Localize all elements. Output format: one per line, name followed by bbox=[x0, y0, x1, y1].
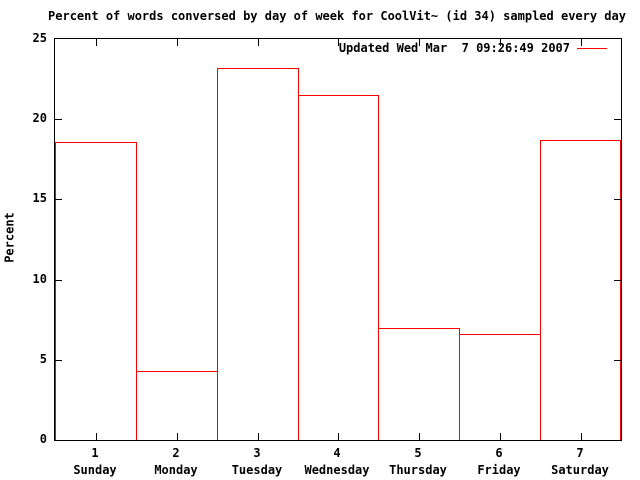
ticks-layer bbox=[55, 39, 621, 440]
x-tick-dayname: Friday bbox=[477, 463, 521, 477]
x-tick-number: 3 bbox=[253, 446, 261, 460]
axis-tick bbox=[55, 360, 62, 361]
bar-sunday bbox=[55, 142, 137, 440]
y-tick-label: 10 bbox=[32, 272, 47, 286]
y-tick-label: 15 bbox=[32, 191, 47, 205]
axis-tick bbox=[55, 119, 62, 120]
y-tick-label: 5 bbox=[39, 352, 47, 366]
axis-tick bbox=[96, 39, 97, 46]
axis-tick bbox=[258, 39, 259, 46]
axis-tick bbox=[55, 280, 62, 281]
y-tick-label: 0 bbox=[39, 432, 47, 446]
axis-tick bbox=[258, 433, 259, 440]
legend: Updated Wed Mar 7 09:26:49 2007 bbox=[339, 41, 607, 56]
axis-tick bbox=[177, 39, 178, 46]
axis-tick bbox=[581, 39, 582, 46]
axis-tick bbox=[614, 360, 621, 361]
axis-tick bbox=[338, 433, 339, 440]
bar-saturday bbox=[540, 140, 621, 440]
axis-tick bbox=[581, 433, 582, 440]
x-tick-dayname: Sunday bbox=[73, 463, 117, 477]
axis-tick bbox=[419, 39, 420, 46]
bar-wednesday bbox=[298, 95, 379, 440]
x-tick-number: 7 bbox=[576, 446, 584, 460]
axis-tick bbox=[614, 119, 621, 120]
plot-area: Updated Wed Mar 7 09:26:49 2007 bbox=[54, 38, 622, 441]
x-tick-dayname: Tuesday bbox=[231, 463, 283, 477]
axis-tick bbox=[500, 39, 501, 46]
axis-tick bbox=[55, 199, 62, 200]
y-axis-label: Percent bbox=[2, 212, 17, 263]
x-tick-number: 5 bbox=[414, 446, 422, 460]
chart-title: Percent of words conversed by day of wee… bbox=[48, 9, 626, 23]
legend-line-sample bbox=[577, 48, 607, 49]
axis-tick bbox=[500, 433, 501, 440]
axis-tick bbox=[614, 280, 621, 281]
axis-tick bbox=[338, 39, 339, 46]
axis-tick bbox=[419, 433, 420, 440]
bars-layer bbox=[55, 39, 621, 440]
legend-label: Updated Wed Mar 7 09:26:49 2007 bbox=[338, 41, 570, 55]
x-tick-dayname: Wednesday bbox=[304, 463, 370, 477]
x-tick-number: 1 bbox=[91, 446, 99, 460]
x-tick-dayname: Saturday bbox=[551, 463, 609, 477]
axis-tick bbox=[177, 433, 178, 440]
x-tick-dayname: Thursday bbox=[389, 463, 447, 477]
x-tick-number: 6 bbox=[495, 446, 503, 460]
x-tick-number: 4 bbox=[333, 446, 341, 460]
y-tick-label: 20 bbox=[32, 111, 47, 125]
x-tick-dayname: Monday bbox=[154, 463, 198, 477]
x-tick-number: 2 bbox=[172, 446, 180, 460]
axis-tick bbox=[614, 199, 621, 200]
y-tick-label: 25 bbox=[32, 31, 47, 45]
axis-tick bbox=[96, 433, 97, 440]
